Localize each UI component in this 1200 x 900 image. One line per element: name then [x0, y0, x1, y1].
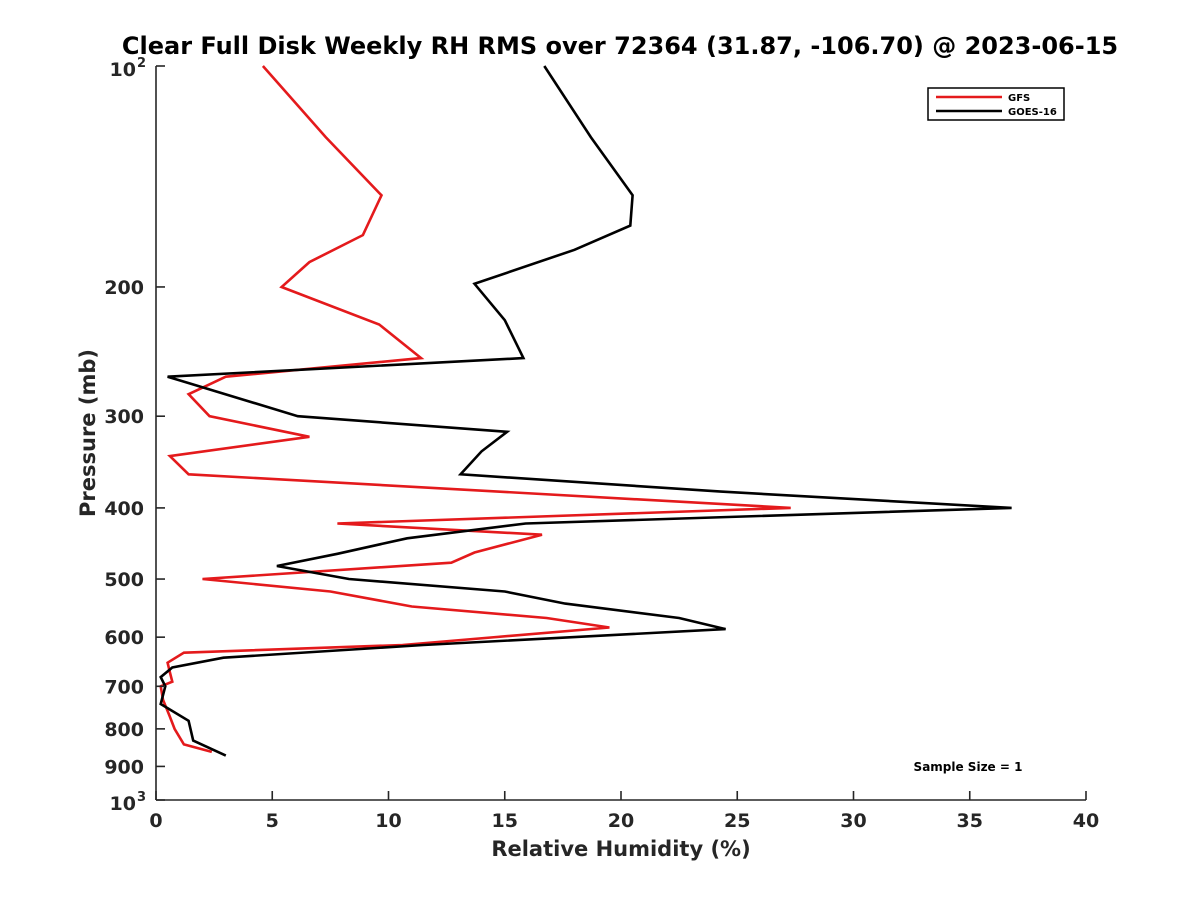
- series-layer: [159, 65, 1012, 757]
- x-tick-label: 0: [149, 810, 162, 832]
- x-tick-label: 25: [724, 810, 750, 832]
- sample-size-note: Sample Size = 1: [914, 760, 1023, 774]
- series-line-goes-16: [159, 65, 1012, 757]
- y-tick-label: 900: [104, 756, 144, 778]
- y-tick-exponent: 2: [137, 56, 146, 71]
- y-tick-exponent: 3: [137, 790, 146, 805]
- y-tick-label: 10: [110, 793, 136, 815]
- legend-entries: GFS GOES-16: [936, 93, 1057, 118]
- y-tick-label: 800: [104, 719, 144, 741]
- x-tick-label: 40: [1073, 810, 1099, 832]
- y-axis-label: Pressure (mb): [76, 349, 100, 517]
- x-tick-label: 10: [375, 810, 401, 832]
- y-tick-label: 400: [104, 498, 144, 520]
- x-tick-label: 15: [492, 810, 518, 832]
- x-tick-label: 20: [608, 810, 634, 832]
- legend: GFS GOES-16: [927, 87, 1065, 121]
- series-line-gfs: [159, 65, 791, 754]
- legend-label: GFS: [1008, 93, 1030, 104]
- legend-label: GOES-16: [1008, 107, 1057, 118]
- y-tick-label: 10: [110, 59, 136, 81]
- x-tick-label: 30: [840, 810, 866, 832]
- y-tick-label: 200: [104, 277, 144, 299]
- x-tick-label: 5: [266, 810, 279, 832]
- y-tick-label: 600: [104, 627, 144, 649]
- y-tick-label: 500: [104, 569, 144, 591]
- plot-area: [155, 65, 1086, 801]
- legend-box: [927, 87, 1065, 121]
- x-tick-label: 35: [957, 810, 983, 832]
- x-axis-label: Relative Humidity (%): [491, 837, 750, 861]
- chart-title: Clear Full Disk Weekly RH RMS over 72364…: [122, 32, 1118, 60]
- y-tick-label: 700: [104, 676, 144, 698]
- y-tick-label: 300: [104, 406, 144, 428]
- x-axis-ticks: 0 5 10 15 20 25 30 35 40: [149, 791, 1099, 832]
